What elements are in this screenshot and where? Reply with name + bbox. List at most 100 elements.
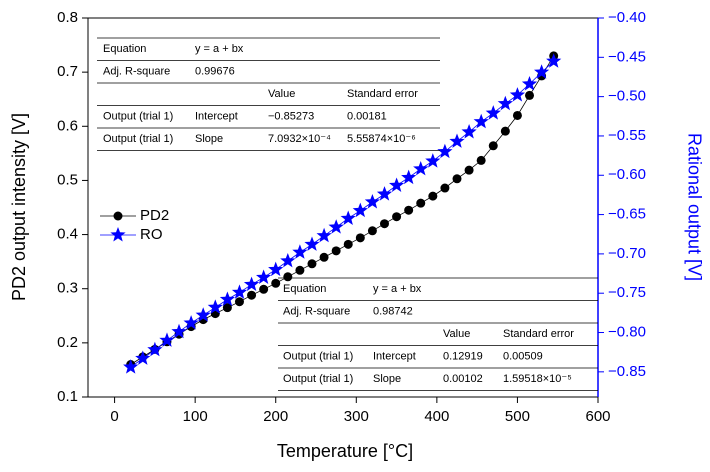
data-point xyxy=(367,226,377,236)
table-cell: Output (trial 1) xyxy=(103,133,173,145)
y-tick-label: 0.4 xyxy=(57,226,78,243)
data-point xyxy=(123,359,139,374)
data-point xyxy=(428,191,438,201)
table-cell: 0.12919 xyxy=(443,351,483,363)
x-tick-label: 300 xyxy=(344,408,369,425)
data-point xyxy=(525,90,535,100)
data-point xyxy=(461,124,477,139)
series-line xyxy=(130,55,555,365)
data-point xyxy=(416,198,426,208)
data-point xyxy=(509,87,525,102)
x-tick-label: 500 xyxy=(505,408,530,425)
table-cell: 7.0932×10⁻⁴ xyxy=(268,133,331,145)
legend-label: PD2 xyxy=(140,207,169,224)
data-point xyxy=(271,278,281,288)
data-point xyxy=(473,113,489,129)
data-point xyxy=(171,323,187,339)
y2-tick-label: −0.80 xyxy=(608,323,646,340)
data-point xyxy=(534,64,550,79)
y2-axis-label: Rational output [V] xyxy=(684,133,704,281)
data-point xyxy=(452,174,462,184)
data-point xyxy=(159,332,175,347)
y-tick-label: 0.6 xyxy=(57,117,78,134)
y-tick-label: 0.7 xyxy=(57,63,78,80)
y2-tick-label: −0.70 xyxy=(608,245,646,262)
data-point xyxy=(331,246,341,256)
data-point xyxy=(425,153,441,168)
data-point xyxy=(316,227,332,243)
data-point xyxy=(437,143,453,159)
data-point xyxy=(256,269,272,284)
data-point xyxy=(307,259,317,269)
table-cell: Equation xyxy=(283,283,326,295)
x-axis-label: Temperature [°C] xyxy=(277,441,413,461)
y2-tick-label: −0.60 xyxy=(608,166,646,183)
data-point xyxy=(392,212,402,222)
y-axis-label: PD2 output intensity [V] xyxy=(9,113,29,301)
legend-marker xyxy=(110,227,126,242)
table-cell: Adj. R-square xyxy=(283,306,350,318)
data-point xyxy=(280,253,296,268)
table-cell: 0.98742 xyxy=(373,306,413,318)
table-cell: −0.85273 xyxy=(268,111,314,123)
data-point xyxy=(135,350,151,365)
table-cell: 0.99676 xyxy=(195,66,235,78)
table-cell: Intercept xyxy=(373,351,416,363)
data-point xyxy=(247,290,257,300)
data-point xyxy=(234,297,244,307)
data-point xyxy=(401,169,417,185)
table-cell: Equation xyxy=(103,43,146,55)
data-point xyxy=(222,303,232,313)
data-point xyxy=(413,161,429,176)
data-point xyxy=(485,105,501,120)
table-cell: Value xyxy=(443,328,470,340)
y-tick-label: 0.8 xyxy=(57,9,78,26)
data-point xyxy=(521,76,538,91)
data-point xyxy=(389,177,405,192)
table-cell: Adj. R-square xyxy=(103,66,170,78)
x-tick-label: 600 xyxy=(585,408,610,425)
y2-tick-label: −0.45 xyxy=(608,48,646,65)
x-tick-label: 400 xyxy=(424,408,449,425)
table-cell: y = a + bx xyxy=(373,283,422,295)
table-cell: 5.55874×10⁻⁶ xyxy=(347,133,416,145)
data-point xyxy=(292,244,308,259)
data-point xyxy=(500,126,510,136)
data-point xyxy=(379,219,389,229)
table-cell: Standard error xyxy=(347,88,418,100)
table-cell: Standard error xyxy=(503,328,574,340)
x-tick-label: 200 xyxy=(263,408,288,425)
data-point xyxy=(304,236,320,251)
data-point xyxy=(546,53,562,68)
y-tick-label: 0.3 xyxy=(57,280,78,297)
y2-tick-label: −0.50 xyxy=(608,88,646,105)
data-point xyxy=(283,272,293,282)
data-point xyxy=(364,194,380,209)
y2-tick-label: −0.75 xyxy=(608,284,646,301)
table-cell: Intercept xyxy=(195,111,238,123)
data-point xyxy=(259,284,269,294)
data-point xyxy=(183,315,199,330)
table-cell: 0.00102 xyxy=(443,373,483,385)
table-cell: Output (trial 1) xyxy=(103,111,173,123)
data-point xyxy=(243,276,260,291)
data-point xyxy=(268,261,284,277)
data-point xyxy=(497,95,513,111)
legend-label: RO xyxy=(140,226,163,243)
data-point xyxy=(449,133,465,148)
data-point xyxy=(340,210,356,225)
data-point xyxy=(343,239,353,249)
y2-tick-label: −0.85 xyxy=(608,363,646,380)
table-cell: Value xyxy=(268,88,295,100)
data-point xyxy=(147,341,163,357)
data-point xyxy=(512,110,522,120)
table-cell: Slope xyxy=(195,133,223,145)
data-point xyxy=(319,252,329,262)
data-point xyxy=(464,165,474,175)
table-cell: y = a + bx xyxy=(195,43,244,55)
data-point xyxy=(207,299,223,314)
data-point xyxy=(231,284,248,299)
table-cell: 0.00509 xyxy=(503,351,543,363)
data-point xyxy=(328,219,344,234)
